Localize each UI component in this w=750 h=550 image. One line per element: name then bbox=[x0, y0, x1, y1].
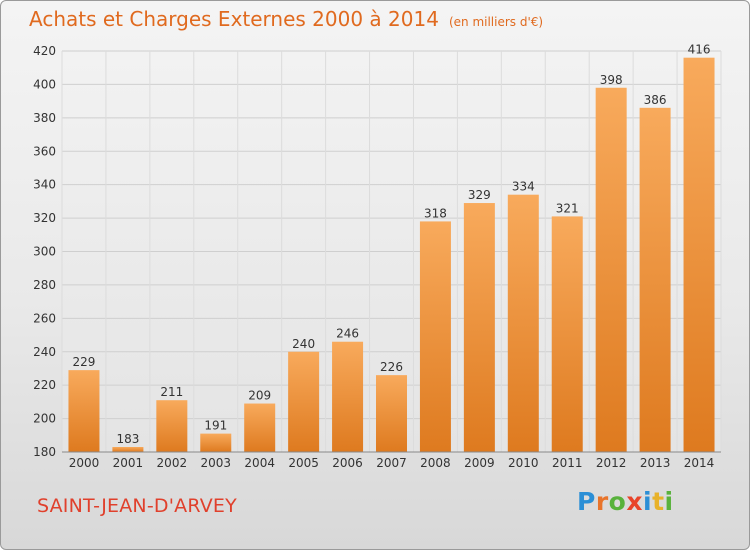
chart-subtitle: (en milliers d'€) bbox=[448, 15, 544, 29]
x-tick-label: 2010 bbox=[508, 456, 539, 470]
y-tick-label: 340 bbox=[33, 178, 56, 192]
y-tick-label: 200 bbox=[33, 412, 56, 426]
logo-letter: x bbox=[626, 487, 643, 516]
x-axis-tick-labels: 2000 2001 2002 2003 2004 2005 2006 2007 2008 2009… bbox=[69, 456, 715, 470]
bar[interactable] bbox=[551, 216, 583, 452]
bar[interactable] bbox=[332, 341, 364, 452]
logo-letter: P bbox=[577, 487, 596, 516]
bar[interactable] bbox=[507, 194, 539, 453]
bar-value-label: 334 bbox=[512, 180, 535, 194]
y-tick-label: 380 bbox=[33, 111, 56, 125]
y-tick-label: 400 bbox=[33, 77, 56, 91]
logo-letter: t bbox=[652, 487, 665, 516]
bar-value-label: 211 bbox=[160, 385, 183, 399]
bar[interactable] bbox=[639, 107, 671, 452]
x-tick-label: 2003 bbox=[200, 456, 231, 470]
bar-value-label: 318 bbox=[424, 206, 447, 220]
y-tick-label: 220 bbox=[33, 378, 56, 392]
commune-name: SAINT-JEAN-D'ARVEY bbox=[37, 495, 237, 517]
bar[interactable] bbox=[595, 87, 627, 452]
x-tick-label: 2004 bbox=[244, 456, 275, 470]
bar[interactable] bbox=[112, 446, 144, 452]
bar[interactable] bbox=[244, 403, 276, 452]
y-tick-label: 240 bbox=[33, 345, 56, 359]
y-tick-label: 260 bbox=[33, 311, 56, 325]
bar[interactable] bbox=[463, 203, 495, 452]
bar-value-label: 191 bbox=[204, 419, 227, 433]
x-tick-label: 2001 bbox=[113, 456, 144, 470]
logo-letter: o bbox=[608, 487, 627, 516]
bar-value-label: 183 bbox=[116, 432, 139, 446]
bar[interactable] bbox=[376, 375, 407, 452]
bar-value-label: 329 bbox=[468, 188, 491, 202]
bar-value-label: 226 bbox=[380, 360, 403, 374]
x-tick-label: 2000 bbox=[69, 456, 100, 470]
y-tick-label: 280 bbox=[33, 278, 56, 292]
bars bbox=[68, 57, 715, 453]
chart-title: Achats et Charges Externes 2000 à 2014 (e… bbox=[29, 7, 543, 31]
bar[interactable] bbox=[683, 57, 715, 452]
logo-letter: i bbox=[664, 487, 674, 516]
y-axis-tick-labels: 180 200 220 240 260 280 300 320 340 360 380 400 420 bbox=[33, 44, 56, 459]
bar-value-label: 398 bbox=[600, 73, 623, 87]
logo-letter: r bbox=[595, 487, 609, 516]
x-tick-label: 2014 bbox=[684, 456, 715, 470]
bar-value-label: 240 bbox=[292, 337, 315, 351]
bar-value-label: 321 bbox=[556, 201, 579, 215]
y-tick-label: 300 bbox=[33, 245, 56, 259]
y-tick-label: 360 bbox=[33, 144, 56, 158]
y-tick-label: 420 bbox=[33, 44, 56, 58]
bar-value-label: 209 bbox=[248, 389, 271, 403]
chart-title-text: Achats et Charges Externes 2000 à 2014 bbox=[29, 7, 439, 31]
logo-letter: i bbox=[643, 487, 653, 516]
bar-value-label: 416 bbox=[688, 43, 711, 57]
bar[interactable] bbox=[200, 433, 232, 452]
bar[interactable] bbox=[156, 400, 188, 452]
x-tick-label: 2009 bbox=[464, 456, 495, 470]
proxiti-logo[interactable]: Proxiti bbox=[577, 487, 674, 516]
x-tick-label: 2002 bbox=[157, 456, 188, 470]
x-tick-label: 2011 bbox=[552, 456, 583, 470]
x-tick-label: 2008 bbox=[420, 456, 451, 470]
x-tick-label: 2012 bbox=[596, 456, 627, 470]
x-tick-label: 2006 bbox=[332, 456, 363, 470]
data-labels: 229 183 211 191 209 240 246 226 318 329 334 321 398 3… bbox=[73, 43, 711, 446]
y-tick-label: 180 bbox=[33, 445, 56, 459]
y-tick-label: 320 bbox=[33, 211, 56, 225]
bar-value-label: 386 bbox=[644, 93, 667, 107]
bar[interactable] bbox=[288, 351, 320, 452]
x-tick-label: 2013 bbox=[640, 456, 671, 470]
bar-value-label: 229 bbox=[73, 355, 96, 369]
bar-value-label: 246 bbox=[336, 327, 359, 341]
bar[interactable] bbox=[68, 370, 100, 452]
bar[interactable] bbox=[419, 221, 451, 452]
x-tick-label: 2005 bbox=[288, 456, 319, 470]
x-tick-label: 2007 bbox=[376, 456, 407, 470]
